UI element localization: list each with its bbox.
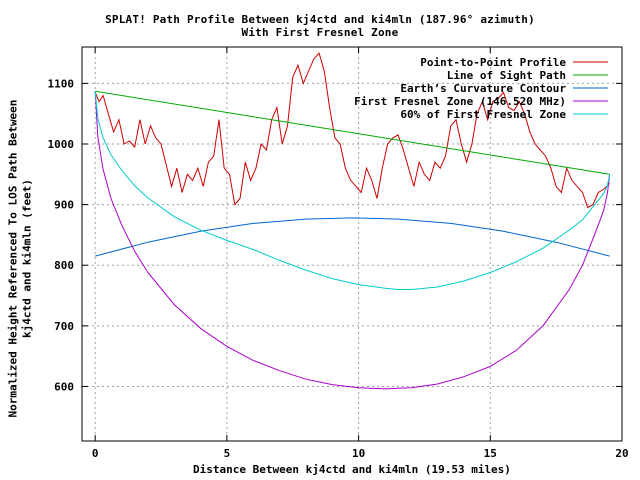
y-tick-label: 1100 [48, 77, 75, 90]
x-tick-label: 0 [92, 447, 99, 460]
y-tick-label: 800 [54, 259, 74, 272]
y-axis-label-line2: kj4ctd and ki4mln (feet) [20, 179, 34, 338]
plot-frame [81, 46, 623, 442]
legend-label-first-fresnel-zone-146-520-mhz: First Fresnel Zone (146.520 MHz) [354, 95, 566, 108]
x-tick-label: 10 [352, 447, 365, 460]
legend-label-line-of-sight-path: Line of Sight Path [447, 69, 566, 82]
series-layer [94, 52, 611, 390]
series-line-line-of-sight-path [95, 90, 610, 175]
x-tick-label: 5 [224, 447, 231, 460]
series-line-earth-s-curvature-contour [95, 217, 610, 257]
chart-subtitle: With First Fresnel Zone [241, 26, 399, 39]
x-axis-label: Distance Between kj4ctd and ki4mln (19.5… [193, 463, 511, 476]
y-tick-label: 900 [54, 199, 74, 212]
chart-title: SPLAT! Path Profile Between kj4ctd and k… [105, 13, 535, 26]
x-tick-label: 20 [615, 447, 628, 460]
y-tick-label: 1000 [48, 138, 75, 151]
y-tick-label: 700 [54, 320, 74, 333]
x-tick-label: 15 [484, 447, 497, 460]
y-axis-label-line1: Normalized Height Referenced To LOS Path… [6, 99, 20, 418]
axis-layer: 0 5 10 15 20 600 700 800 900 1000 1100 [48, 46, 629, 460]
series-line-first-fresnel-zone-146-520-mhz [94, 91, 611, 390]
legend-label-60-of-first-fresnel-zone: 60% of First Fresnel Zone [400, 108, 566, 121]
series-line-point-to-point-profile [94, 52, 610, 209]
y-tick-label: 600 [54, 380, 74, 393]
series-line-60-of-first-fresnel-zone [94, 91, 611, 290]
legend-label-earth-s-curvature-contour: Earth’s Curvature Contour [400, 82, 566, 95]
legend-label-point-to-point-profile: Point-to-Point Profile [420, 56, 566, 69]
